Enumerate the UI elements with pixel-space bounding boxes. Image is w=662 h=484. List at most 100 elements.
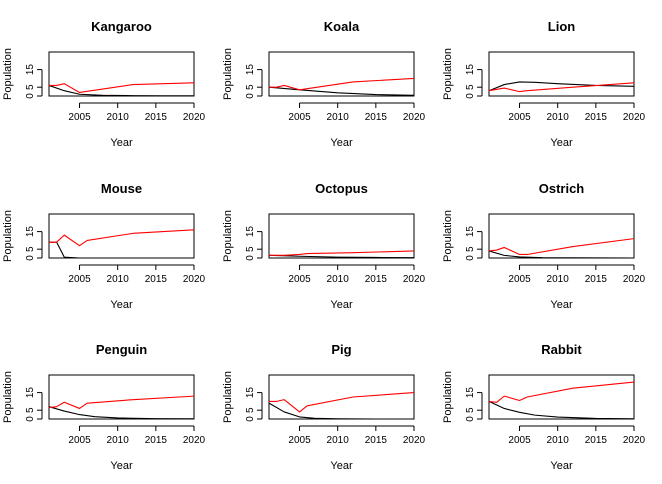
x-axis-label: Year bbox=[330, 137, 353, 149]
x-tick-label: 2005 bbox=[288, 112, 311, 123]
y-tick-label: 0 bbox=[25, 93, 36, 99]
y-tick-label: 15 bbox=[245, 387, 256, 399]
x-tick-label: 2005 bbox=[68, 435, 91, 446]
series-line-black bbox=[49, 241, 194, 259]
x-tick-label: 2020 bbox=[183, 435, 206, 446]
plot-frame bbox=[488, 374, 635, 420]
x-axis-label: Year bbox=[550, 460, 573, 472]
x-axis-label: Year bbox=[110, 460, 133, 472]
x-tick-label: 2020 bbox=[403, 435, 426, 446]
x-axis-label: Year bbox=[110, 299, 133, 311]
series-line-red bbox=[49, 82, 195, 94]
y-tick-label: 0 bbox=[245, 255, 256, 261]
x-tick-label: 2020 bbox=[623, 435, 646, 446]
x-tick-label: 2010 bbox=[107, 112, 130, 123]
plot-frame bbox=[488, 51, 635, 97]
series-line-black bbox=[48, 84, 194, 97]
y-tick-label: 15 bbox=[245, 64, 256, 76]
plot-frame bbox=[268, 213, 415, 259]
y-axis-label: Population bbox=[2, 371, 14, 423]
x-tick-label: 2015 bbox=[585, 112, 608, 123]
y-tick-label: 5 bbox=[245, 84, 256, 90]
x-tick-label: 2015 bbox=[585, 274, 608, 285]
x-tick-label: 2005 bbox=[508, 435, 531, 446]
chart-title: Kangaroo bbox=[91, 19, 152, 34]
x-tick-label: 2020 bbox=[183, 112, 206, 123]
x-tick-label: 2010 bbox=[547, 112, 570, 123]
x-tick-label: 2020 bbox=[403, 112, 426, 123]
chart-title: Mouse bbox=[101, 181, 142, 196]
x-tick-label: 2015 bbox=[365, 274, 388, 285]
x-tick-label: 2010 bbox=[327, 274, 350, 285]
y-tick-label: 15 bbox=[465, 64, 476, 76]
series-line-red bbox=[269, 392, 415, 413]
plot-frame bbox=[268, 374, 415, 420]
chart-panel: Octopus 2005 2010 2015 2020 0 5 15 Year Populatio… bbox=[222, 181, 426, 311]
x-axis-label: Year bbox=[550, 137, 573, 149]
y-tick-label: 0 bbox=[465, 93, 476, 99]
x-axis-label: Year bbox=[550, 299, 573, 311]
x-tick-label: 2010 bbox=[327, 435, 350, 446]
chart-panel: Mouse 2005 2010 2015 2020 0 5 15 Year Population bbox=[2, 181, 206, 311]
plot-frame bbox=[48, 374, 195, 420]
series-line-red bbox=[269, 77, 415, 91]
chart-title: Pig bbox=[331, 342, 351, 357]
y-tick-label: 0 bbox=[245, 416, 256, 422]
x-tick-label: 2015 bbox=[145, 112, 168, 123]
y-tick-label: 5 bbox=[245, 407, 256, 413]
x-tick-label: 2005 bbox=[288, 435, 311, 446]
x-axis-label: Year bbox=[330, 460, 353, 472]
y-tick-label: 0 bbox=[465, 255, 476, 261]
x-tick-label: 2005 bbox=[508, 112, 531, 123]
y-axis-label: Population bbox=[222, 371, 234, 423]
chart-title: Penguin bbox=[96, 342, 147, 357]
y-axis-label: Population bbox=[2, 210, 14, 262]
x-axis-label: Year bbox=[110, 137, 133, 149]
x-tick-label: 2010 bbox=[327, 112, 350, 123]
y-tick-label: 15 bbox=[245, 226, 256, 238]
chart-title: Ostrich bbox=[539, 181, 585, 196]
y-tick-label: 0 bbox=[245, 93, 256, 99]
y-axis-label: Population bbox=[222, 210, 234, 262]
chart-panel: Ostrich 2005 2010 2015 2020 0 5 15 Year Populatio… bbox=[442, 181, 646, 311]
series-line-black bbox=[268, 254, 415, 259]
series-line-red bbox=[49, 229, 195, 247]
chart-panel: Penguin 2005 2010 2015 2020 0 5 15 Year Populatio… bbox=[2, 342, 206, 472]
series-line-red bbox=[488, 238, 635, 256]
y-tick-label: 5 bbox=[465, 407, 476, 413]
y-tick-label: 15 bbox=[25, 226, 36, 238]
y-axis-label: Population bbox=[222, 48, 234, 100]
x-tick-label: 2020 bbox=[623, 274, 646, 285]
y-tick-label: 0 bbox=[25, 416, 36, 422]
x-tick-label: 2015 bbox=[145, 274, 168, 285]
y-axis-label: Population bbox=[442, 371, 454, 423]
x-tick-label: 2010 bbox=[107, 274, 130, 285]
chart-panel: Rabbit 2005 2010 2015 2020 0 5 15 Year Population bbox=[442, 342, 646, 472]
y-axis-label: Population bbox=[442, 48, 454, 100]
y-tick-label: 5 bbox=[465, 84, 476, 90]
x-tick-label: 2020 bbox=[623, 112, 646, 123]
series-line-red bbox=[269, 250, 415, 256]
y-tick-label: 15 bbox=[465, 226, 476, 238]
x-tick-label: 2020 bbox=[403, 274, 426, 285]
x-tick-label: 2015 bbox=[585, 435, 608, 446]
y-tick-label: 15 bbox=[25, 64, 36, 76]
series-line-red bbox=[488, 82, 635, 93]
plot-frame bbox=[488, 213, 635, 259]
y-tick-label: 5 bbox=[25, 246, 36, 252]
x-tick-label: 2010 bbox=[547, 435, 570, 446]
chart-title: Octopus bbox=[315, 181, 368, 196]
y-tick-label: 15 bbox=[25, 387, 36, 399]
series-line-black bbox=[488, 250, 635, 259]
x-axis-label: Year bbox=[330, 299, 353, 311]
x-tick-label: 2015 bbox=[145, 435, 168, 446]
series-line-black bbox=[488, 400, 635, 420]
series-line-black bbox=[268, 402, 414, 420]
y-tick-label: 5 bbox=[25, 84, 36, 90]
chart-title: Rabbit bbox=[541, 342, 582, 357]
chart-title: Koala bbox=[324, 19, 360, 34]
plot-frame bbox=[268, 51, 415, 97]
x-tick-label: 2015 bbox=[365, 435, 388, 446]
series-line-black bbox=[48, 406, 195, 420]
chart-panel: Kangaroo 2005 2010 2015 2020 0 5 15 Year Populati… bbox=[2, 19, 206, 149]
